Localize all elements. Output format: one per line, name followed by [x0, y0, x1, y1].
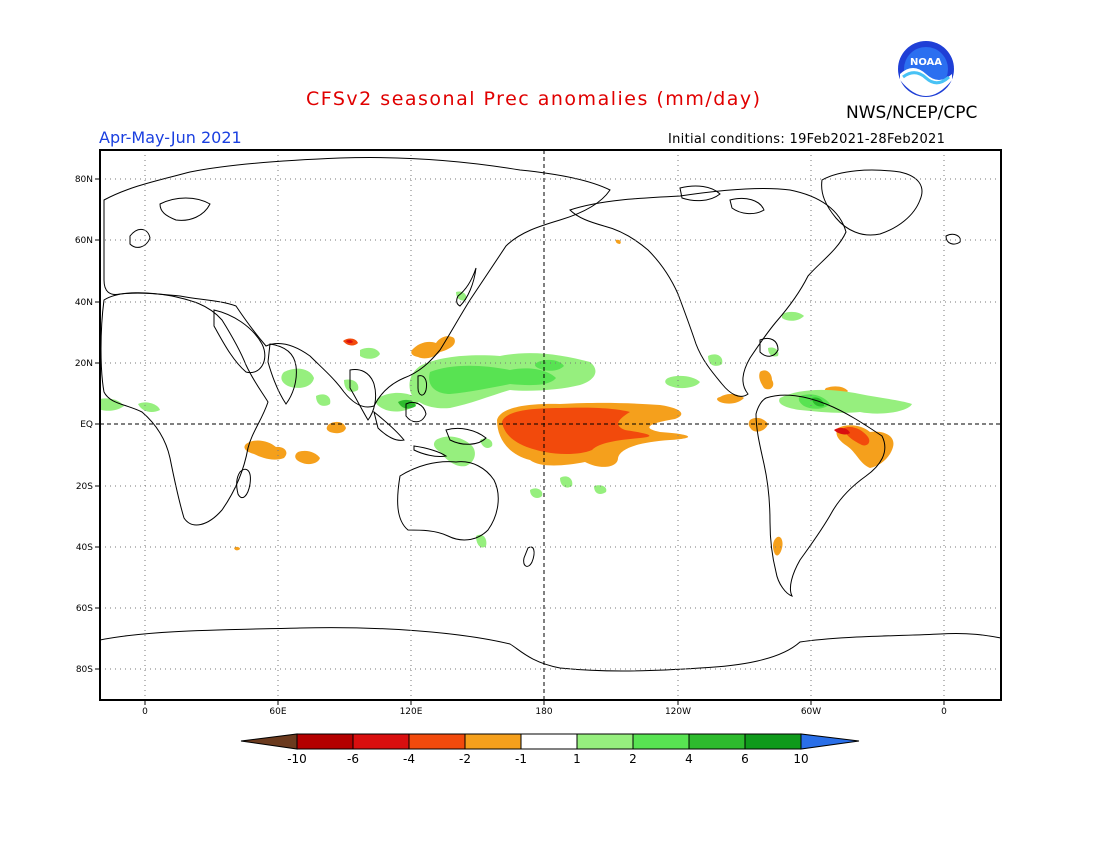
colorbar-label: -1 — [515, 752, 527, 766]
lon-label: 60E — [269, 707, 286, 717]
anomaly-shading — [100, 239, 912, 556]
lon-label: 0 — [142, 707, 148, 717]
colorbar-label: 6 — [741, 752, 749, 766]
colorbar-bin — [688, 733, 746, 750]
colorbar-bin — [296, 733, 354, 750]
lon-label: 120W — [665, 707, 691, 717]
initial-conditions: Initial conditions: 19Feb2021-28Feb2021 — [668, 132, 946, 147]
agency-label: NWS/NCEP/CPC — [846, 103, 978, 123]
noaa-logo-icon: NOAA — [898, 41, 954, 97]
season-label: Apr-May-Jun 2021 — [99, 128, 242, 147]
colorbar-bin — [632, 733, 690, 750]
colorbar-bin — [464, 733, 522, 750]
lon-label: 0 — [941, 707, 947, 717]
colorbar-bin — [576, 733, 634, 750]
colorbar-label: -6 — [347, 752, 359, 766]
colorbar-label: 2 — [629, 752, 637, 766]
colorbar-label: 1 — [573, 752, 581, 766]
lat-label: 80N — [75, 175, 93, 185]
colorbar-label: -4 — [403, 752, 415, 766]
map-title: CFSv2 seasonal Prec anomalies (mm/day) — [306, 88, 762, 110]
colorbar-label: 10 — [793, 752, 808, 766]
lat-label: 20S — [76, 482, 93, 492]
lon-label: 60W — [801, 707, 821, 717]
colorbar-label: -2 — [459, 752, 471, 766]
noaa-logo-text: NOAA — [910, 57, 942, 68]
lat-label: 60N — [75, 236, 93, 246]
colorbar — [240, 733, 860, 750]
map-frame — [99, 149, 1002, 701]
gridlines — [100, 150, 1001, 700]
colorbar-label: -10 — [287, 752, 307, 766]
lat-label: 40S — [76, 543, 93, 553]
coastlines — [100, 157, 1001, 672]
colorbar-label: 4 — [685, 752, 693, 766]
colorbar-lt-minus10 — [240, 733, 298, 750]
colorbar-gt-10 — [800, 733, 860, 750]
colorbar-labels: -10 -6 -4 -2 -1 1 2 4 6 10 — [287, 752, 808, 766]
lon-label: 180 — [535, 707, 552, 717]
longitude-labels: 0 60E 120E 180 120W 60W 0 — [142, 707, 947, 717]
lat-label: 20N — [75, 359, 93, 369]
lat-label: 60S — [76, 604, 93, 614]
lon-label: 120E — [400, 707, 423, 717]
lat-label: 40N — [75, 298, 93, 308]
colorbar-bin — [520, 733, 578, 750]
latitude-labels: 80N 60N 40N 20N EQ 20S 40S 60S 80S — [75, 175, 93, 675]
colorbar-bin — [408, 733, 466, 750]
tick-marks — [95, 178, 945, 705]
lat-label: 80S — [76, 665, 93, 675]
lat-label: EQ — [80, 420, 93, 430]
colorbar-bin — [744, 733, 802, 750]
colorbar-bin — [352, 733, 410, 750]
